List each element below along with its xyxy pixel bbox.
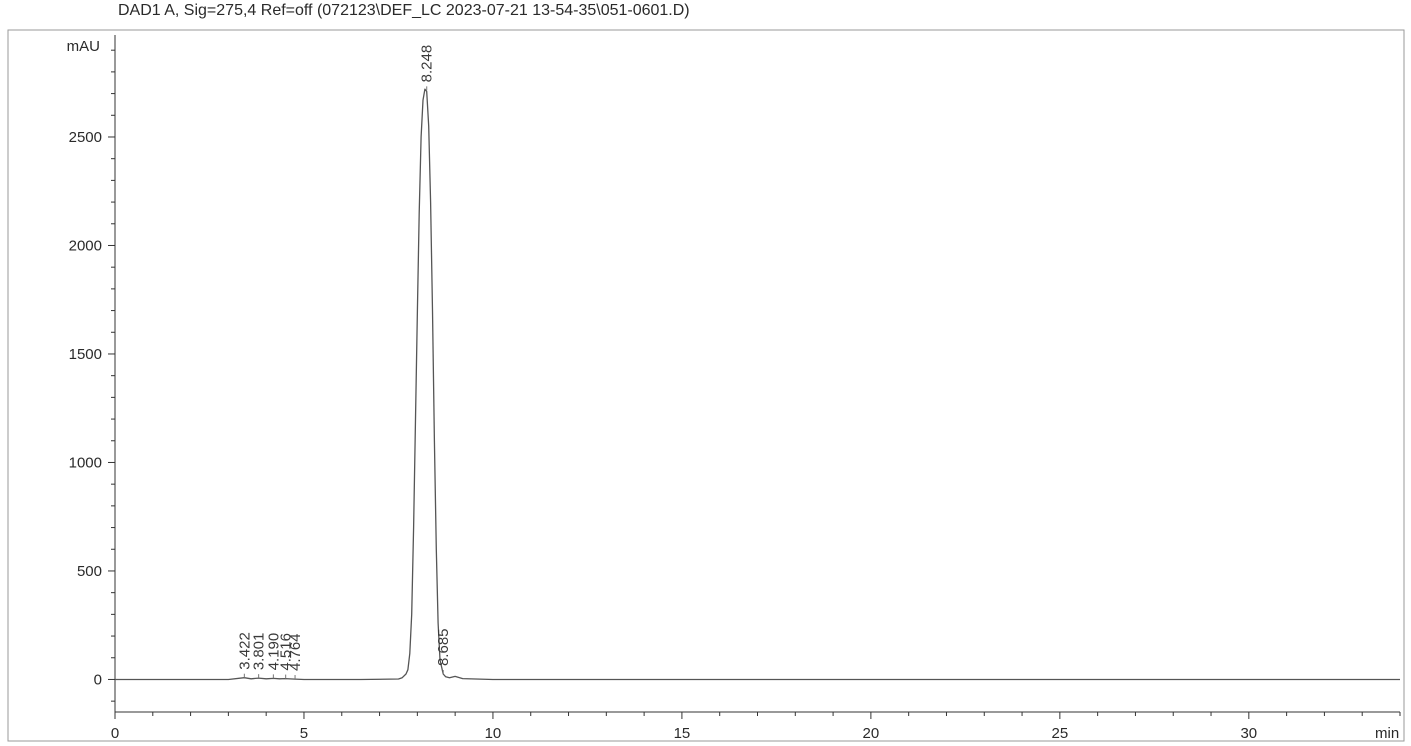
x-tick-label: 20 [863,725,880,742]
y-tick-label: 1500 [69,346,102,363]
x-tick-label: 5 [300,725,308,742]
peak-label: 4.516 [278,633,295,671]
x-tick-label: 15 [674,725,691,742]
series-layer [115,88,1400,681]
chromatogram-trace [115,88,1400,681]
y-tick-label: 2000 [69,237,102,254]
x-tick-label: 30 [1240,725,1257,742]
peak-label: 3.422 [236,632,253,670]
y-axis-label: mAU [67,38,100,55]
x-tick-label: 10 [485,725,502,742]
plot-frame [7,29,1405,742]
peak-label: 8.248 [419,45,436,83]
y-tick-label: 1000 [69,454,102,471]
axes-layer: 0 500 1000 1500 2000 2500 mAU 0 5 10 15 20 25 30 min [67,35,1401,742]
peak-label: 8.685 [435,628,452,666]
y-tick-label: 500 [77,563,102,580]
y-tick-label: 0 [94,671,102,688]
x-tick-label: 0 [111,725,119,742]
peak-label: 4.764 [287,633,304,671]
x-axis-label: min [1375,725,1399,742]
peak-label: 3.801 [251,633,268,671]
chart-title: DAD1 A, Sig=275,4 Ref=off (072123\DEF_LC… [118,2,690,19]
y-tick-label: 2500 [69,129,102,146]
x-tick-label: 25 [1052,725,1069,742]
peak-label: 4.190 [265,633,282,671]
